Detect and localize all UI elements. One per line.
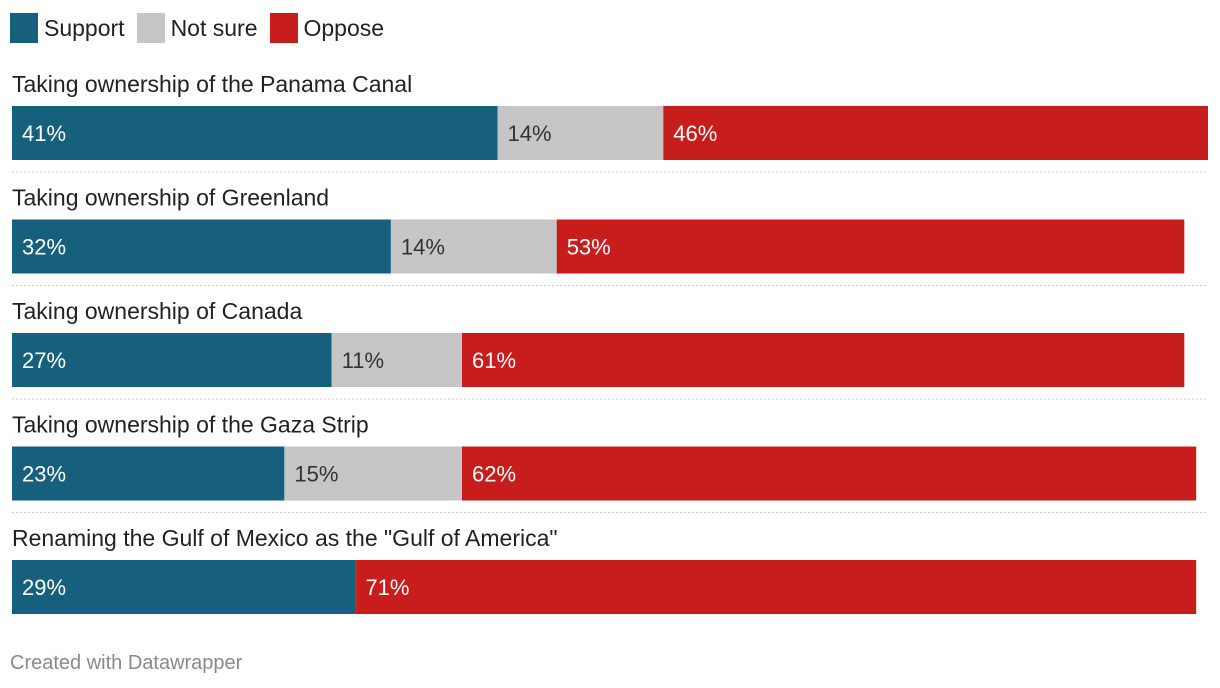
data-label-not-sure: 11%: [342, 348, 384, 373]
category-label: Renaming the Gulf of Mexico as the "Gulf…: [12, 525, 558, 551]
bar-segment-oppose: [663, 106, 1208, 160]
category-label: Taking ownership of Greenland: [12, 185, 329, 211]
data-label-support: 41%: [22, 121, 66, 146]
bar-row-2: Taking ownership of Greenland 32% 14% 53%: [12, 185, 1185, 274]
legend: Support Not sure Oppose: [10, 12, 384, 44]
bar-row-1: Taking ownership of the Panama Canal 41% 1…: [12, 71, 1208, 160]
legend-label-oppose: Oppose: [303, 15, 385, 41]
bar-segment-support: [12, 106, 498, 160]
bar-segment-not-sure: [284, 446, 462, 501]
data-label-oppose: 62%: [472, 462, 516, 487]
data-label-not-sure: 15%: [294, 462, 338, 487]
stacked-bar-chart: Taking ownership of the Panama Canal 41% 1…: [12, 71, 1208, 614]
legend-item-oppose: Oppose: [269, 12, 385, 44]
data-label-not-sure: 14%: [401, 235, 445, 260]
datawrapper-credit: Created with Datawrapper: [10, 652, 243, 674]
data-label-not-sure: 14%: [508, 121, 552, 146]
bar-segment-oppose: [462, 333, 1185, 387]
data-label-support: 29%: [22, 575, 66, 600]
data-label-oppose: 61%: [472, 348, 516, 373]
bar-segment-oppose: [556, 219, 1185, 274]
legend-item-support: Support: [10, 12, 125, 44]
data-label-support: 23%: [22, 462, 66, 487]
data-label-oppose: 53%: [567, 235, 611, 260]
bar-row-5: Renaming the Gulf of Mexico as the "Gulf…: [12, 525, 1197, 614]
bar-segment-oppose: [355, 560, 1197, 614]
legend-swatch-not-sure: [136, 13, 165, 43]
category-label: Taking ownership of the Gaza Strip: [12, 412, 369, 438]
data-label-oppose: 46%: [673, 121, 717, 146]
category-label: Taking ownership of Canada: [12, 298, 302, 324]
data-label-support: 32%: [22, 235, 66, 260]
legend-label-not-sure: Not sure: [170, 15, 258, 41]
bar-segment-not-sure: [331, 333, 462, 387]
bar-row-4: Taking ownership of the Gaza Strip 23% 15%…: [12, 412, 1197, 501]
bar-row-3: Taking ownership of Canada 27% 11% 61%: [12, 298, 1185, 387]
bar-segment-not-sure: [390, 219, 557, 274]
category-label: Taking ownership of the Panama Canal: [12, 71, 412, 97]
legend-label-support: Support: [44, 15, 125, 41]
legend-item-not-sure: Not sure: [136, 12, 258, 44]
legend-swatch-support: [10, 13, 38, 43]
bar-segment-not-sure: [497, 106, 664, 160]
bar-segment-support: [12, 446, 285, 501]
legend-swatch-oppose: [269, 13, 298, 43]
bar-segment-support: [12, 219, 391, 274]
bar-segment-support: [12, 333, 332, 387]
data-label-oppose: 71%: [365, 575, 409, 600]
bar-segment-support: [12, 560, 356, 614]
data-label-support: 27%: [22, 348, 66, 373]
bar-segment-oppose: [462, 446, 1197, 501]
